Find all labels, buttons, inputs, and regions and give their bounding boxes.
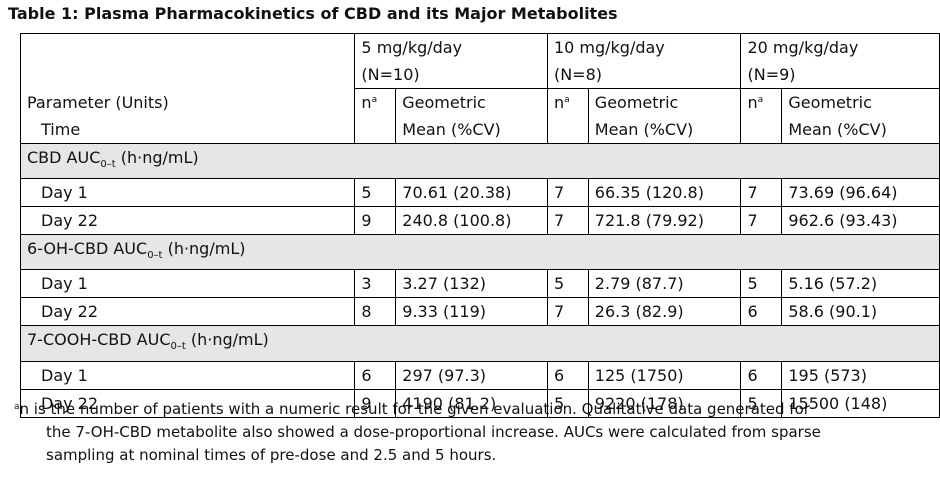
n-cell: 7 bbox=[740, 206, 783, 236]
gm-cell: 66.35 (120.8) bbox=[587, 178, 742, 208]
group-header-row: 6-OH-CBD AUC0–t (h·ng/mL) bbox=[20, 234, 940, 271]
gm-cell: 721.8 (79.92) bbox=[587, 206, 742, 236]
n-cell: 5 bbox=[740, 388, 783, 418]
param-header: Parameter (Units) Time bbox=[19, 88, 356, 144]
table-title: Table 1: Plasma Pharmacokinetics of CBD … bbox=[8, 4, 618, 23]
time-cell: Day 1 bbox=[19, 269, 356, 299]
gm-cell: 2.79 (87.7) bbox=[587, 269, 742, 299]
gm-cell: 58.6 (90.1) bbox=[781, 297, 940, 327]
n-cell: 6 bbox=[354, 360, 397, 390]
time-cell: Day 1 bbox=[19, 178, 356, 208]
n-cell: 6 bbox=[740, 360, 783, 390]
gm-cell: 15500 (148) bbox=[781, 388, 940, 418]
table-row: Day 1 6 297 (97.3) 6 125 (1750) 6 195 (573) bbox=[19, 360, 940, 390]
n-cell: 9 bbox=[354, 206, 397, 236]
gm-cell: 9.33 (119) bbox=[395, 297, 548, 327]
gm-cell: 5.16 (57.2) bbox=[781, 269, 940, 299]
time-cell: Day 22 bbox=[19, 206, 356, 236]
column-header-row: Parameter (Units) Time na Geometric Mean (… bbox=[19, 88, 940, 144]
footnote: an is the number of patients with a nume… bbox=[14, 400, 821, 464]
gm-header: Geometric Mean (%CV) bbox=[781, 88, 940, 144]
gm-cell: 297 (97.3) bbox=[395, 360, 548, 390]
gm-cell: 240.8 (100.8) bbox=[395, 206, 548, 236]
n-cell: 8 bbox=[354, 297, 397, 327]
time-cell: Day 22 bbox=[19, 388, 356, 418]
gm-header: Geometric Mean (%CV) bbox=[395, 88, 548, 144]
table-row: Day 1 3 3.27 (132) 5 2.79 (87.7) 5 5.16 (57.2) bbox=[19, 269, 940, 299]
table-row: Day 1 5 70.61 (20.38) 7 66.35 (120.8) 7 73.69 … bbox=[19, 178, 940, 208]
table-row: Day 22 9 240.8 (100.8) 7 721.8 (79.92) 7 962.6… bbox=[19, 206, 940, 236]
gm-cell: 70.61 (20.38) bbox=[395, 178, 548, 208]
dose-header-10: 10 mg/kg/day (N=8) bbox=[546, 33, 742, 89]
n-cell: 5 bbox=[546, 388, 589, 418]
table-row: Day 22 9 4190 (81.2) 5 9220 (178) 5 15500 (148… bbox=[19, 388, 940, 418]
gm-cell: 195 (573) bbox=[781, 360, 940, 390]
n-header: na bbox=[354, 88, 397, 144]
n-cell: 7 bbox=[740, 178, 783, 208]
gm-cell: 3.27 (132) bbox=[395, 269, 548, 299]
table-row: Day 22 8 9.33 (119) 7 26.3 (82.9) 6 58.6 (90.1… bbox=[19, 297, 940, 327]
n-cell: 6 bbox=[740, 297, 783, 327]
pk-table: 5 mg/kg/day (N=10) 10 mg/kg/day (N=8) 20 m… bbox=[19, 33, 940, 418]
gm-cell: 4190 (81.2) bbox=[395, 388, 548, 418]
gm-cell: 26.3 (82.9) bbox=[587, 297, 742, 327]
n-cell: 5 bbox=[740, 269, 783, 299]
param-header-blank bbox=[19, 33, 356, 89]
dose-header-20: 20 mg/kg/day (N=9) bbox=[740, 33, 940, 89]
group-label: 7-COOH-CBD AUC0–t (h·ng/mL) bbox=[20, 325, 940, 362]
time-cell: Day 1 bbox=[19, 360, 356, 390]
group-label: 6-OH-CBD AUC0–t (h·ng/mL) bbox=[20, 234, 940, 271]
n-cell: 3 bbox=[354, 269, 397, 299]
gm-header: Geometric Mean (%CV) bbox=[587, 88, 742, 144]
group-label: CBD AUC0–t (h·ng/mL) bbox=[20, 142, 940, 180]
group-header-row: 7-COOH-CBD AUC0–t (h·ng/mL) bbox=[20, 325, 940, 362]
n-cell: 5 bbox=[354, 178, 397, 208]
n-cell: 7 bbox=[546, 297, 589, 327]
dose-header-row: 5 mg/kg/day (N=10) 10 mg/kg/day (N=8) 20 m… bbox=[19, 33, 940, 89]
n-header: na bbox=[546, 88, 589, 144]
n-header: na bbox=[740, 88, 783, 144]
time-cell: Day 22 bbox=[19, 297, 356, 327]
gm-cell: 125 (1750) bbox=[587, 360, 742, 390]
n-cell: 6 bbox=[546, 360, 589, 390]
dose-header-5: 5 mg/kg/day (N=10) bbox=[354, 33, 548, 89]
n-cell: 7 bbox=[546, 178, 589, 208]
gm-cell: 962.6 (93.43) bbox=[781, 206, 940, 236]
group-header-row: CBD AUC0–t (h·ng/mL) bbox=[20, 142, 940, 180]
gm-cell: 9220 (178) bbox=[587, 388, 742, 418]
gm-cell: 73.69 (96.64) bbox=[781, 178, 940, 208]
n-cell: 7 bbox=[546, 206, 589, 236]
n-cell: 5 bbox=[546, 269, 589, 299]
n-cell: 9 bbox=[354, 388, 397, 418]
